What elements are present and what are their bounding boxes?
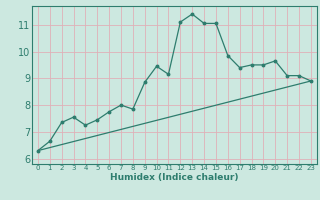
X-axis label: Humidex (Indice chaleur): Humidex (Indice chaleur) <box>110 173 239 182</box>
